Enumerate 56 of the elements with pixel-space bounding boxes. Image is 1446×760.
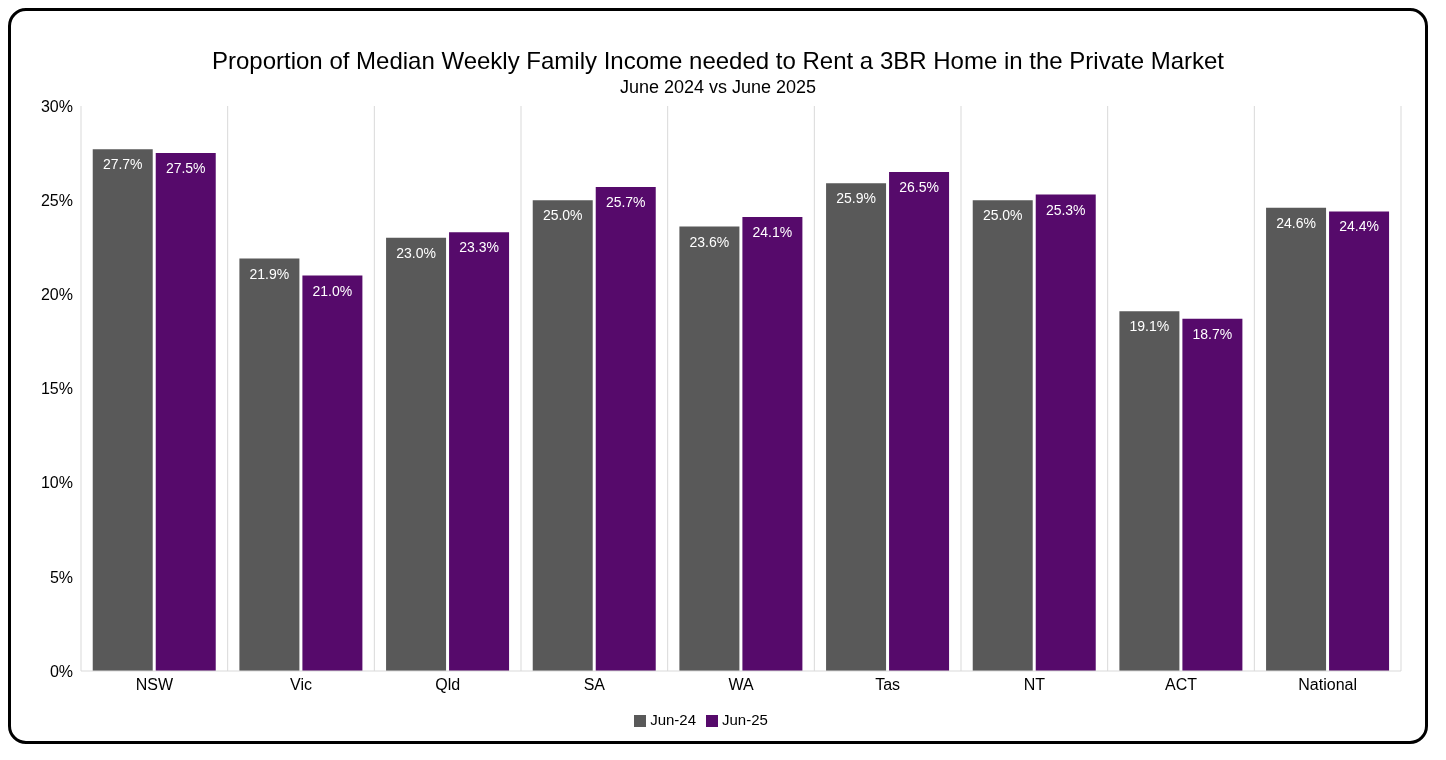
legend-label: Jun-24 <box>650 711 696 728</box>
x-tick-label: National <box>1298 676 1358 694</box>
data-label: 21.9% <box>249 265 290 282</box>
x-tick-label: WA <box>728 676 754 694</box>
data-label: 25.9% <box>836 190 876 207</box>
bar <box>679 226 740 671</box>
bar <box>1035 194 1096 671</box>
data-label: 23.0% <box>396 244 436 261</box>
x-tick-label: NT <box>1023 676 1046 694</box>
x-tick-label: ACT <box>1165 676 1198 694</box>
bar <box>826 183 887 671</box>
x-tick-label: Tas <box>875 676 901 694</box>
y-tick-label: 15% <box>40 380 73 398</box>
bar <box>1329 211 1390 671</box>
chart-title: Proportion of Median Weekly Family Income needed to Rent a 3BR Home in the Private Market <box>211 47 1225 75</box>
data-label: 24.6% <box>1276 214 1316 231</box>
bar <box>239 258 300 671</box>
data-label: 25.0% <box>542 207 583 224</box>
data-label: 19.1% <box>1129 318 1170 335</box>
x-tick-label: SA <box>583 676 606 694</box>
data-label: 25.0% <box>982 207 1023 224</box>
chart-subtitle: June 2024 vs June 2025 <box>618 77 818 98</box>
bar <box>972 200 1033 671</box>
x-tick-label: NSW <box>135 676 174 694</box>
y-tick-label: 20% <box>40 286 73 304</box>
data-label: 18.7% <box>1192 325 1233 342</box>
data-label: 26.5% <box>899 178 939 195</box>
bar <box>92 149 153 671</box>
y-tick-label: 30% <box>40 97 73 115</box>
legend-label: Jun-25 <box>722 711 768 728</box>
bar <box>742 217 803 671</box>
bar <box>155 153 216 671</box>
bar <box>1119 311 1180 671</box>
y-tick-label: 10% <box>40 474 73 492</box>
bar <box>1182 318 1243 671</box>
y-tick-label: 0% <box>49 662 73 680</box>
bar <box>449 232 510 671</box>
bar <box>595 186 656 671</box>
y-tick-label: 25% <box>40 191 73 209</box>
data-label: 25.7% <box>605 193 646 210</box>
bar <box>1266 207 1327 671</box>
data-label: 27.7% <box>102 156 143 173</box>
x-tick-label: Vic <box>290 676 312 694</box>
data-label: 24.1% <box>752 224 793 241</box>
data-label: 21.0% <box>312 282 353 299</box>
data-label: 25.3% <box>1045 201 1086 218</box>
x-tick-label: Qld <box>435 676 461 694</box>
data-label: 23.6% <box>689 233 730 250</box>
y-tick-label: 5% <box>49 568 73 586</box>
bar <box>889 171 950 671</box>
data-label: 27.5% <box>165 160 206 177</box>
bar <box>386 237 447 671</box>
bar <box>532 200 593 671</box>
bar <box>302 275 363 671</box>
data-label: 24.4% <box>1339 218 1379 235</box>
data-label: 23.3% <box>459 239 499 256</box>
